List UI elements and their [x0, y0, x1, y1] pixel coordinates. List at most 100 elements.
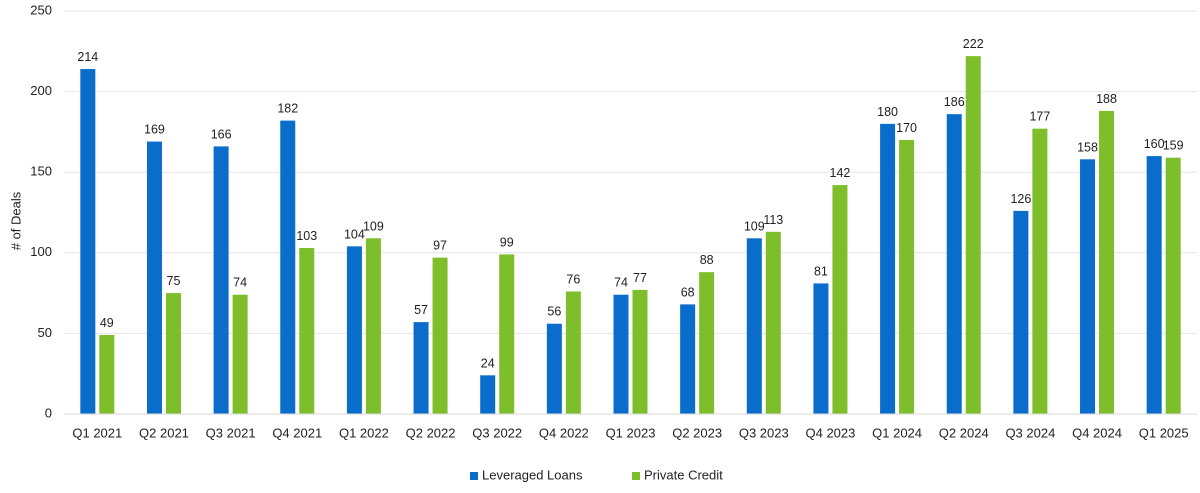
y-tick-label: 200 — [30, 83, 52, 98]
y-axis-title: # of Deals — [8, 191, 23, 250]
gridlines — [64, 10, 1197, 334]
bar-leveraged-loans — [546, 323, 562, 414]
data-label: 160 — [1144, 137, 1165, 151]
bar-leveraged-loans — [813, 283, 829, 414]
x-tick-label: Q3 2023 — [739, 425, 789, 440]
bar-leveraged-loans — [413, 322, 429, 414]
bar-private-credit — [899, 139, 915, 414]
legend-label-leveraged-loans: Leveraged Loans — [482, 467, 583, 482]
data-label: 169 — [144, 123, 165, 137]
data-label: 49 — [100, 316, 114, 330]
bar-leveraged-loans — [213, 146, 229, 414]
bar-private-credit — [565, 291, 581, 414]
bar-private-credit — [432, 257, 448, 414]
data-label: 188 — [1096, 92, 1117, 106]
x-tick-label: Q4 2021 — [272, 425, 322, 440]
y-tick-label: 150 — [30, 164, 52, 179]
y-tick-label: 0 — [45, 405, 52, 420]
x-tick-label: Q2 2022 — [406, 425, 456, 440]
bar-private-credit — [1165, 157, 1181, 414]
bar-leveraged-loans — [346, 246, 362, 414]
data-label: 222 — [963, 37, 984, 51]
bar-leveraged-loans — [1146, 156, 1162, 414]
bar-leveraged-loans — [680, 304, 696, 414]
data-label: 99 — [500, 235, 514, 249]
bar-private-credit — [499, 254, 515, 414]
data-label: 56 — [547, 305, 561, 319]
data-label: 177 — [1029, 110, 1050, 124]
data-label: 126 — [1010, 192, 1031, 206]
bar-private-credit — [965, 56, 981, 415]
bar-private-credit — [1099, 110, 1115, 414]
bar-private-credit — [1032, 128, 1048, 414]
bar-private-credit — [765, 231, 781, 414]
data-label: 76 — [566, 272, 580, 286]
bar-private-credit — [232, 294, 248, 414]
data-label: 180 — [877, 105, 898, 119]
data-label: 103 — [296, 229, 317, 243]
bar-leveraged-loans — [480, 375, 496, 414]
bar-leveraged-loans — [613, 294, 629, 414]
x-tick-label: Q1 2025 — [1139, 425, 1189, 440]
bar-private-credit — [299, 247, 315, 414]
bar-leveraged-loans — [946, 114, 962, 414]
x-axis-ticks: Q1 2021 Q2 2021 Q3 2021 Q4 2021 Q1 2022 Q2 20… — [72, 425, 1188, 440]
bar-leveraged-loans — [880, 123, 896, 414]
data-label: 158 — [1077, 140, 1098, 154]
bar-private-credit — [632, 289, 648, 414]
data-label: 159 — [1163, 139, 1184, 153]
legend-label-private-credit: Private Credit — [644, 467, 723, 482]
data-label: 170 — [896, 121, 917, 135]
bar-private-credit — [832, 185, 848, 414]
data-label: 104 — [344, 227, 365, 241]
data-label: 97 — [433, 239, 447, 253]
x-tick-label: Q1 2024 — [872, 425, 922, 440]
legend: Leveraged Loans Private Credit — [470, 467, 723, 482]
data-label: 186 — [944, 95, 965, 109]
x-tick-label: Q3 2022 — [472, 425, 522, 440]
data-label: 109 — [744, 219, 765, 233]
legend-swatch-private-credit — [632, 472, 640, 480]
bar-private-credit — [99, 335, 115, 414]
x-tick-label: Q1 2021 — [72, 425, 122, 440]
data-label: 57 — [414, 303, 428, 317]
x-tick-label: Q2 2023 — [672, 425, 722, 440]
x-tick-label: Q3 2024 — [1005, 425, 1055, 440]
bar-leveraged-loans — [80, 69, 96, 415]
y-tick-label: 250 — [30, 2, 52, 17]
bar-leveraged-loans — [1080, 159, 1096, 414]
data-label: 113 — [763, 213, 783, 227]
x-tick-label: Q4 2024 — [1072, 425, 1122, 440]
data-label: 142 — [830, 166, 851, 180]
bar-private-credit — [699, 272, 715, 414]
bar-private-credit — [165, 293, 181, 414]
data-label: 74 — [233, 276, 247, 290]
x-tick-label: Q4 2023 — [806, 425, 856, 440]
data-label: 77 — [633, 271, 647, 285]
bar-leveraged-loans — [280, 120, 296, 414]
data-label: 109 — [363, 219, 384, 233]
data-label: 81 — [814, 264, 828, 278]
bar-leveraged-loans — [146, 141, 162, 414]
bar-leveraged-loans — [1013, 210, 1029, 414]
x-tick-label: Q1 2022 — [339, 425, 389, 440]
data-label: 214 — [77, 50, 98, 64]
x-tick-label: Q2 2024 — [939, 425, 989, 440]
data-label: 75 — [167, 274, 181, 288]
legend-swatch-leveraged-loans — [470, 472, 478, 480]
bar-private-credit — [365, 238, 381, 414]
data-label: 182 — [277, 102, 298, 116]
y-tick-label: 100 — [30, 244, 52, 259]
bars — [80, 56, 1181, 415]
data-label: 68 — [681, 285, 695, 299]
x-tick-label: Q3 2021 — [206, 425, 256, 440]
data-label: 88 — [700, 253, 714, 267]
y-tick-label: 50 — [38, 325, 52, 340]
y-axis-ticks: 0 50 100 150 200 250 — [30, 2, 52, 420]
x-tick-label: Q2 2021 — [139, 425, 189, 440]
data-label: 166 — [211, 127, 232, 141]
data-label: 74 — [614, 276, 628, 290]
x-tick-label: Q4 2022 — [539, 425, 589, 440]
